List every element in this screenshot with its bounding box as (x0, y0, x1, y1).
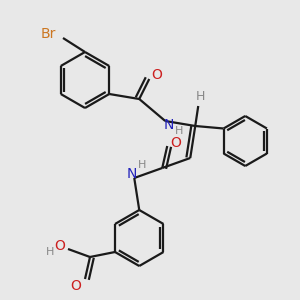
Text: Br: Br (40, 27, 56, 41)
Text: H: H (196, 91, 205, 103)
Text: O: O (55, 239, 65, 253)
Text: O: O (70, 279, 81, 293)
Text: H: H (46, 247, 54, 257)
Text: H: H (138, 160, 146, 170)
Text: N: N (164, 118, 174, 132)
Text: H: H (175, 126, 183, 136)
Text: O: O (151, 68, 162, 82)
Text: N: N (127, 167, 137, 181)
Text: O: O (170, 136, 181, 150)
